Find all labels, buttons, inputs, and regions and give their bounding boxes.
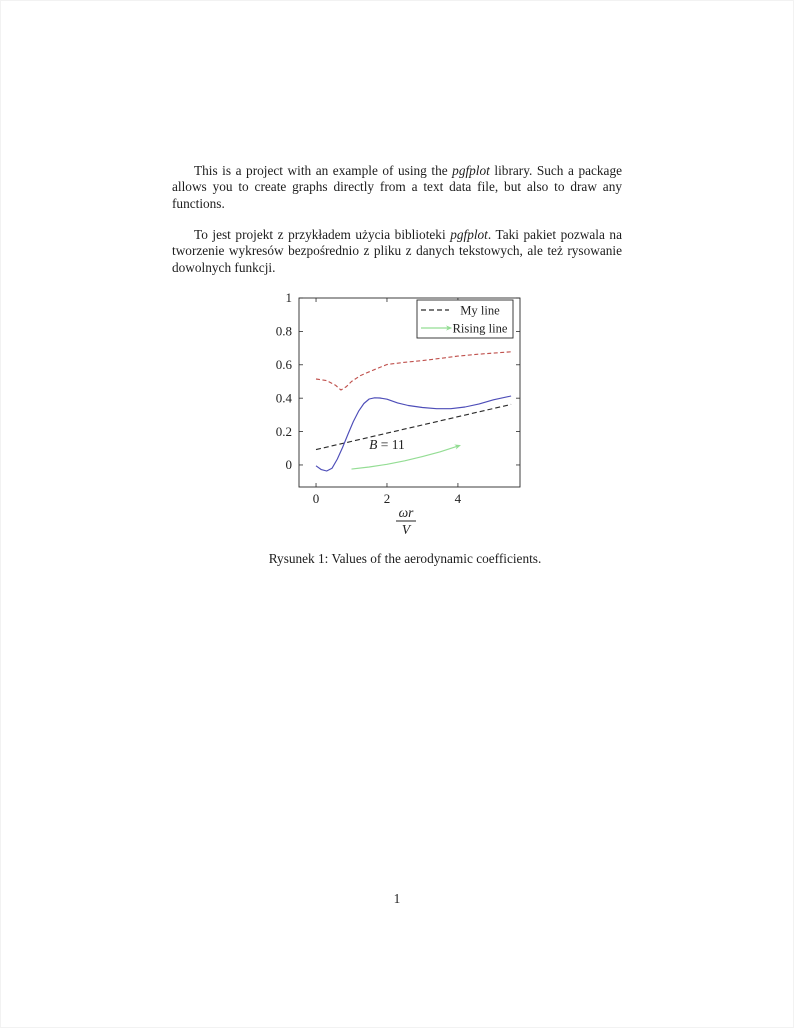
paragraph-english-text-after: library. Such a package allows you to cr…	[172, 163, 623, 211]
y-tick-label: 0.4	[276, 390, 293, 405]
paragraph-polish-italic-term: pgfplot	[450, 227, 488, 242]
series-red-dashed-curve	[315, 351, 512, 391]
x-tick-label: 4	[455, 491, 462, 506]
xaxis-label-denominator: V	[402, 522, 412, 537]
series-arrowhead	[454, 444, 461, 450]
y-tick-label: 1	[286, 290, 293, 305]
page-number: 1	[393, 891, 401, 906]
paragraph-polish: To jest projekt z przykładem użycia bibl…	[172, 227, 622, 276]
plot-frame	[298, 297, 521, 488]
xaxis-label-numerator: ωr	[399, 505, 415, 520]
legend-entry-label: Rising line	[453, 321, 508, 335]
annotation-b-label: B = 11	[369, 437, 405, 452]
series-blue-curve	[315, 395, 512, 472]
legend-sample-arrowhead	[446, 325, 453, 331]
figure-caption: Rysunek 1: Values of the aerodynamic coe…	[268, 551, 542, 566]
legend-entry-label: My line	[460, 303, 500, 317]
y-tick-label: 0	[286, 457, 293, 472]
paragraph-polish-text: To jest projekt z przykładem użycia bibl…	[194, 227, 451, 242]
figure: 0 2 4 0 0.2 0.4 0.6 0.8 1 B = 11 My line Rising lin…	[264, 288, 536, 538]
series-rising-line	[351, 445, 459, 470]
y-tick-label: 0.6	[276, 357, 293, 372]
x-tick-label: 0	[313, 491, 320, 506]
paragraph-english-text: This is a project with an example of usi…	[194, 163, 453, 178]
figure-svg: 0 2 4 0 0.2 0.4 0.6 0.8 1 B = 11 My line Rising lin…	[276, 290, 521, 537]
paragraph-english: This is a project with an example of usi…	[172, 163, 622, 212]
paragraph-english-italic-term: pgfplot	[452, 163, 490, 178]
x-tick-label: 2	[384, 491, 391, 506]
y-tick-label: 0.8	[276, 324, 292, 339]
y-tick-label: 0.2	[276, 424, 292, 439]
legend-box	[416, 299, 514, 339]
paragraph-polish-text-after: . Taki pakiet pozwala na tworzenie wykre…	[172, 227, 622, 275]
series-my-line	[315, 403, 512, 451]
